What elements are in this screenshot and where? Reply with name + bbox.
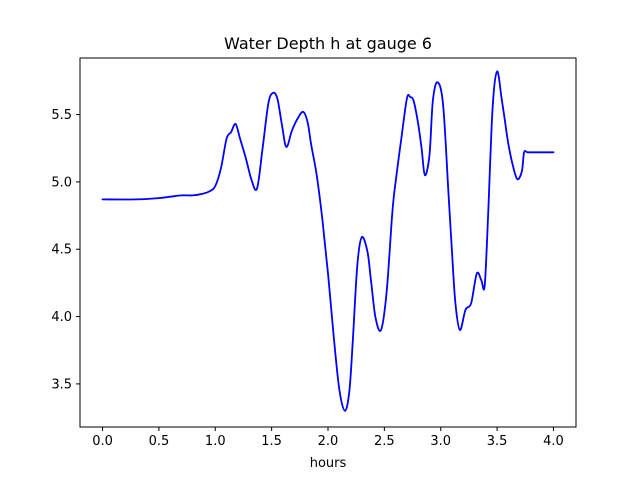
- chart-title: Water Depth h at gauge 6: [224, 34, 432, 53]
- x-axis-label: hours: [310, 456, 347, 471]
- x-tick-label: 2.0: [318, 434, 339, 449]
- x-tick-label: 0.0: [92, 434, 113, 449]
- x-tick-label: 3.5: [487, 434, 508, 449]
- x-tick-label: 4.0: [543, 434, 564, 449]
- x-tick-label: 3.0: [430, 434, 451, 449]
- x-tick-label: 2.5: [374, 434, 395, 449]
- x-axis-ticks: 0.0 0.5 1.0 1.5 2.0 2.5 3.0 3.5 4.0: [92, 427, 564, 449]
- y-tick-label: 4.0: [51, 310, 72, 325]
- y-axis-ticks: 3.5 4.0 4.5 5.0 5.5: [51, 108, 80, 392]
- water-depth-line: [101, 70, 555, 412]
- y-tick-label: 4.5: [51, 243, 72, 258]
- x-tick-label: 1.0: [205, 434, 226, 449]
- x-tick-label: 1.5: [261, 434, 282, 449]
- y-tick-label: 3.5: [51, 377, 72, 392]
- y-tick-label: 5.5: [51, 108, 72, 123]
- y-tick-label: 5.0: [51, 175, 72, 190]
- x-tick-label: 0.5: [149, 434, 170, 449]
- plot-area-frame: [79, 57, 577, 428]
